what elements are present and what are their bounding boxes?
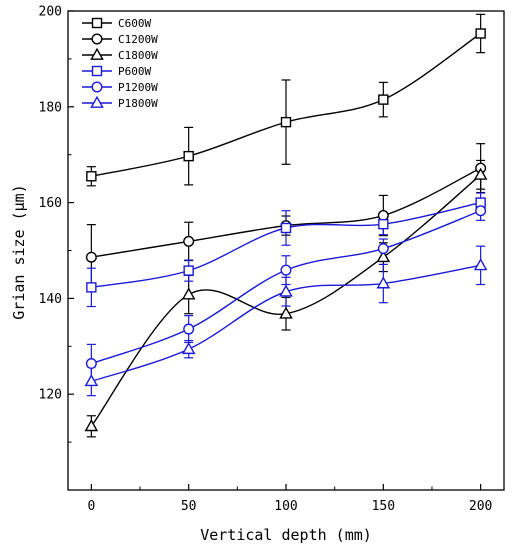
data-point-p1200w — [377, 243, 389, 255]
legend: C600W C1200W C1800W P600W P1200W P1800W — [82, 17, 158, 110]
data-point-c1800w — [84, 419, 99, 432]
data-point-c1800w — [376, 249, 391, 263]
axes: 0 50 100 150 200 120 140 160 180 200 — [39, 5, 493, 515]
data-point-c600w — [183, 150, 194, 162]
legend-label-p1200w: P1200W — [118, 81, 158, 94]
y-tick-label: 140 — [39, 292, 62, 307]
data-point-c600w — [86, 171, 97, 182]
x-tick-label: 200 — [469, 499, 492, 514]
data-point-c600w — [280, 116, 292, 128]
data-point-c1200w — [377, 210, 389, 222]
x-axis-title: Vertical depth (mm) — [200, 526, 372, 544]
legend-marker-c1200w — [91, 33, 103, 45]
legend-marker-c600w — [91, 17, 103, 29]
legend-label-c1200w: C1200W — [118, 33, 158, 46]
y-tick-label: 200 — [39, 5, 62, 20]
data-point-c600w — [475, 28, 486, 39]
data-point-p1800w — [279, 284, 293, 297]
data-point-p1800w — [376, 276, 391, 289]
data-point-c1800w — [279, 306, 293, 319]
x-tick-label: 150 — [372, 499, 395, 514]
y-tick-label: 160 — [39, 196, 62, 211]
legend-marker-c1800w — [90, 47, 104, 60]
legend-marker-p1200w — [91, 81, 103, 93]
data-point-p600w — [183, 265, 194, 276]
data-point-p1200w — [280, 264, 292, 276]
y-tick-label: 120 — [39, 388, 62, 403]
x-tick-label: 50 — [181, 499, 197, 514]
legend-marker-p1800w — [90, 95, 104, 108]
data-point-c600w — [378, 94, 389, 105]
data-point-p1800w — [84, 374, 99, 387]
data-point-p1800w — [473, 258, 488, 271]
x-tick-label: 100 — [274, 499, 297, 514]
data-point-p600w — [280, 222, 292, 234]
y-axis-title: Grian size (μm) — [10, 184, 28, 319]
data-point-c1800w — [473, 167, 488, 180]
data-point-p1800w — [181, 341, 196, 355]
legend-label-p1800w: P1800W — [118, 97, 158, 110]
data-point-c1200w — [183, 235, 195, 247]
data-point-p1200w — [85, 358, 97, 370]
x-tick-label: 0 — [87, 499, 95, 514]
legend-label-p600w: P600W — [118, 65, 151, 78]
data-point-p1200w — [183, 323, 195, 335]
legend-label-c600w: C600W — [118, 17, 151, 30]
plot-content — [84, 13, 488, 438]
legend-marker-p600w — [91, 65, 103, 77]
legend-label-c1800w: C1800W — [118, 49, 158, 62]
data-point-p1200w — [475, 205, 487, 217]
y-tick-label: 180 — [39, 100, 62, 115]
data-point-p600w — [378, 218, 389, 230]
data-point-p600w — [86, 282, 97, 293]
data-point-c1800w — [181, 287, 196, 300]
data-point-c1200w — [85, 251, 97, 263]
